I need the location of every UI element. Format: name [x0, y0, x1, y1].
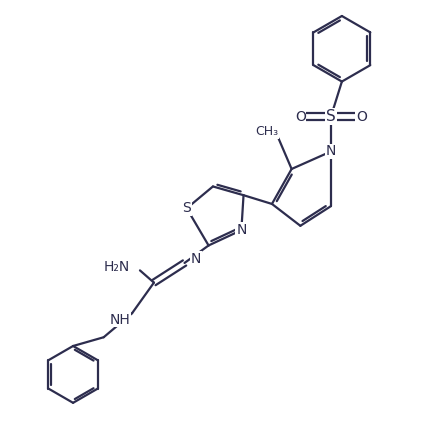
Text: O: O [355, 109, 366, 123]
Text: NH: NH [109, 313, 130, 327]
Text: S: S [325, 109, 335, 124]
Text: H₂N: H₂N [103, 260, 130, 274]
Text: O: O [294, 109, 305, 123]
Text: N: N [236, 223, 246, 237]
Text: CH₃: CH₃ [255, 125, 278, 139]
Text: N: N [191, 252, 201, 266]
Text: N: N [325, 144, 336, 158]
Text: S: S [182, 201, 191, 215]
